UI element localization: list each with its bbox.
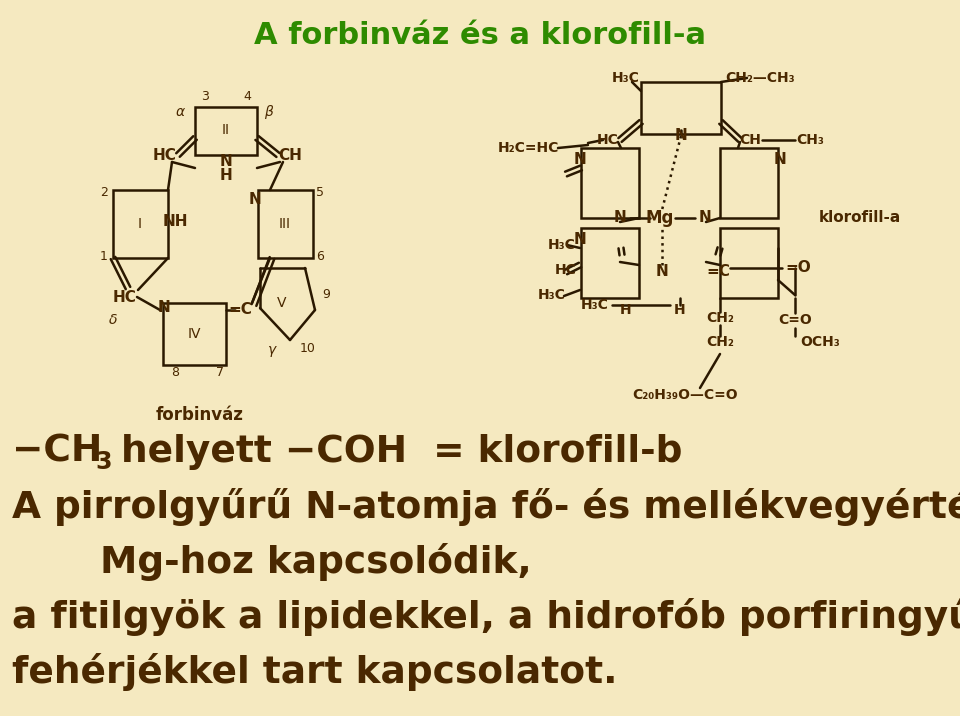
Text: 10: 10 bbox=[300, 342, 316, 354]
Text: CH₃: CH₃ bbox=[796, 133, 824, 147]
Text: N: N bbox=[249, 193, 261, 208]
Text: −CH: −CH bbox=[12, 434, 103, 470]
Text: A pirrolgyűrű N-atomja fő- és mellékvegyértékkel: A pirrolgyűrű N-atomja fő- és mellékvegy… bbox=[12, 488, 960, 526]
Text: I: I bbox=[138, 217, 142, 231]
Bar bbox=[163, 303, 226, 365]
Text: fehérjékkel tart kapcsolatot.: fehérjékkel tart kapcsolatot. bbox=[12, 653, 617, 691]
Text: NH: NH bbox=[162, 215, 188, 230]
Text: N: N bbox=[613, 211, 626, 226]
Text: 3: 3 bbox=[201, 90, 209, 104]
Text: 9: 9 bbox=[322, 289, 330, 301]
Bar bbox=[720, 228, 778, 298]
Text: N: N bbox=[675, 128, 687, 143]
Text: 2: 2 bbox=[100, 186, 108, 200]
Text: CH: CH bbox=[739, 133, 761, 147]
Text: C=O: C=O bbox=[779, 313, 812, 327]
Text: IV: IV bbox=[187, 327, 201, 341]
Text: OCH₃: OCH₃ bbox=[800, 335, 840, 349]
Bar bbox=[113, 190, 168, 258]
Text: H₃C: H₃C bbox=[538, 288, 566, 302]
Text: HC: HC bbox=[597, 133, 619, 147]
Text: β: β bbox=[264, 105, 273, 119]
Text: N: N bbox=[574, 153, 587, 168]
Text: HC: HC bbox=[153, 147, 177, 163]
Text: H₂C=HC: H₂C=HC bbox=[497, 141, 559, 155]
Text: N: N bbox=[574, 233, 587, 248]
Text: H₃C: H₃C bbox=[612, 71, 640, 85]
Text: A forbinváz és a klorofill-a: A forbinváz és a klorofill-a bbox=[254, 21, 706, 51]
Text: Mg: Mg bbox=[646, 209, 674, 227]
Text: helyett −COH  = klorofill-b: helyett −COH = klorofill-b bbox=[108, 434, 683, 470]
Text: III: III bbox=[279, 217, 291, 231]
Text: CH₂: CH₂ bbox=[706, 335, 734, 349]
Text: 5: 5 bbox=[316, 186, 324, 200]
Text: 7: 7 bbox=[216, 367, 224, 379]
Text: H: H bbox=[620, 303, 632, 317]
Bar bbox=[258, 190, 313, 258]
Text: HC: HC bbox=[113, 289, 137, 304]
Bar bbox=[641, 82, 721, 134]
Text: CH: CH bbox=[278, 147, 302, 163]
Text: 4: 4 bbox=[243, 90, 251, 104]
Text: H₃C: H₃C bbox=[548, 238, 576, 252]
Text: N: N bbox=[656, 264, 668, 279]
Text: N: N bbox=[774, 153, 786, 168]
Text: =C: =C bbox=[228, 302, 252, 317]
Text: γ: γ bbox=[268, 343, 276, 357]
Text: H₃C: H₃C bbox=[581, 298, 609, 312]
Text: HC: HC bbox=[555, 263, 577, 277]
Text: =C: =C bbox=[706, 264, 730, 279]
Bar bbox=[720, 148, 778, 218]
Text: 1: 1 bbox=[100, 249, 108, 263]
Text: N: N bbox=[699, 211, 711, 226]
Text: V: V bbox=[277, 296, 287, 310]
Text: 8: 8 bbox=[171, 367, 179, 379]
Text: II: II bbox=[222, 123, 230, 137]
Text: H: H bbox=[220, 168, 232, 183]
Text: N: N bbox=[157, 301, 170, 316]
Text: =O: =O bbox=[785, 261, 811, 276]
Bar bbox=[195, 107, 257, 155]
Text: Mg-hoz kapcsolódik,: Mg-hoz kapcsolódik, bbox=[100, 543, 532, 581]
Bar bbox=[581, 148, 639, 218]
Text: δ: δ bbox=[108, 313, 117, 327]
Text: CH₂—CH₃: CH₂—CH₃ bbox=[725, 71, 795, 85]
Text: 6: 6 bbox=[316, 249, 324, 263]
Bar bbox=[581, 228, 639, 298]
Text: H: H bbox=[674, 303, 685, 317]
Text: C₂₀H₃₉O—C=O: C₂₀H₃₉O—C=O bbox=[633, 388, 738, 402]
Text: α: α bbox=[176, 105, 184, 119]
Text: N: N bbox=[220, 155, 232, 170]
Text: 3: 3 bbox=[95, 450, 111, 474]
Text: CH₂: CH₂ bbox=[706, 311, 734, 325]
Text: klorofill-a: klorofill-a bbox=[819, 211, 901, 226]
Text: forbinváz: forbinváz bbox=[156, 406, 244, 424]
Text: a fitilgyök a lipidekkel, a hidrofób porfiringyűrű a: a fitilgyök a lipidekkel, a hidrofób por… bbox=[12, 598, 960, 636]
